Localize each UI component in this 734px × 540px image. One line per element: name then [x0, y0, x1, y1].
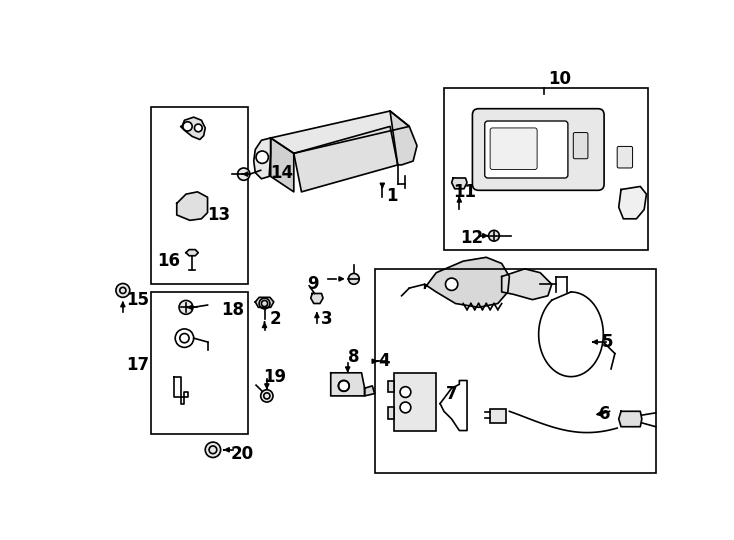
Polygon shape [365, 386, 374, 396]
Text: 9: 9 [307, 275, 319, 293]
Polygon shape [310, 294, 323, 303]
Text: 1: 1 [386, 187, 398, 205]
Bar [374, 269, 655, 473]
Text: 18: 18 [222, 301, 244, 319]
Circle shape [349, 273, 359, 284]
Bar [444, 88, 648, 249]
Circle shape [446, 278, 458, 291]
Text: 16: 16 [157, 252, 180, 270]
Text: 10: 10 [548, 70, 571, 87]
FancyBboxPatch shape [573, 132, 588, 159]
Circle shape [175, 329, 194, 347]
Polygon shape [181, 117, 206, 139]
Text: 19: 19 [263, 368, 286, 386]
Polygon shape [619, 186, 647, 219]
Circle shape [489, 231, 499, 241]
Circle shape [261, 390, 273, 402]
Circle shape [179, 300, 193, 314]
Text: 17: 17 [126, 356, 149, 374]
Text: 11: 11 [453, 183, 476, 201]
Circle shape [206, 442, 221, 457]
FancyBboxPatch shape [484, 121, 568, 178]
Polygon shape [619, 411, 642, 427]
Polygon shape [271, 111, 410, 153]
Polygon shape [255, 298, 274, 307]
Text: 13: 13 [208, 206, 230, 224]
Polygon shape [331, 373, 365, 396]
Circle shape [238, 168, 250, 180]
Polygon shape [254, 138, 271, 179]
Text: 7: 7 [446, 386, 457, 403]
Circle shape [338, 381, 349, 392]
Circle shape [183, 122, 192, 131]
Text: 2: 2 [269, 310, 281, 328]
Circle shape [256, 151, 269, 164]
Polygon shape [177, 192, 208, 220]
Text: 4: 4 [379, 352, 390, 370]
Polygon shape [425, 257, 509, 307]
Bar [151, 107, 247, 284]
Text: 12: 12 [460, 229, 483, 247]
Polygon shape [271, 138, 294, 192]
Text: 20: 20 [230, 444, 254, 463]
Bar [490, 409, 506, 423]
Polygon shape [294, 126, 398, 192]
Circle shape [400, 402, 411, 413]
Bar [388, 408, 394, 419]
Bar [388, 381, 394, 392]
Polygon shape [451, 178, 467, 189]
Circle shape [195, 124, 202, 132]
Polygon shape [501, 269, 552, 300]
Text: 15: 15 [126, 291, 149, 309]
Polygon shape [390, 111, 417, 165]
Circle shape [400, 387, 411, 397]
Bar [394, 373, 436, 430]
Text: 6: 6 [599, 404, 610, 423]
FancyBboxPatch shape [473, 109, 604, 190]
FancyBboxPatch shape [617, 146, 633, 168]
Text: 3: 3 [321, 310, 333, 328]
Polygon shape [186, 249, 198, 256]
Text: 8: 8 [348, 348, 359, 367]
FancyBboxPatch shape [490, 128, 537, 170]
Circle shape [259, 298, 270, 309]
Bar [151, 292, 247, 434]
Text: 5: 5 [602, 333, 614, 351]
Text: 14: 14 [271, 164, 294, 181]
Circle shape [116, 284, 130, 298]
